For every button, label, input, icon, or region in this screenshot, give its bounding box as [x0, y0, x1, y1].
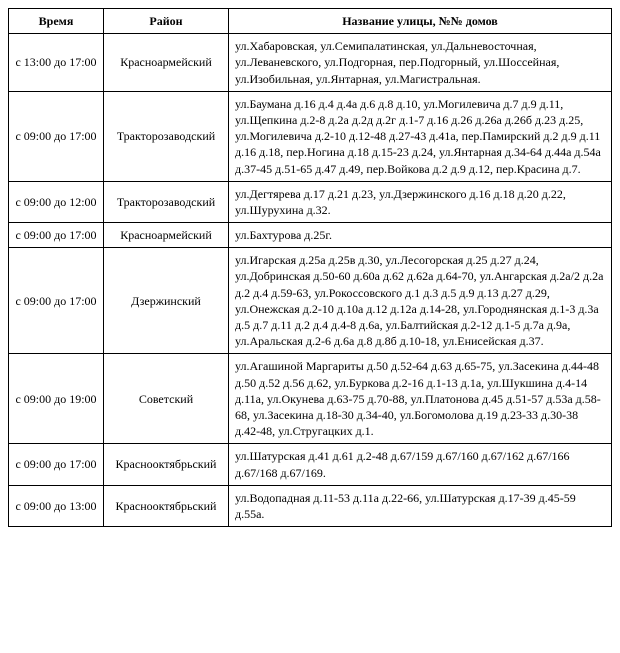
cell-time: с 13:00 до 17:00	[9, 34, 104, 92]
cell-district: Тракторозаводский	[104, 91, 229, 181]
cell-time: с 09:00 до 17:00	[9, 248, 104, 354]
header-district: Район	[104, 9, 229, 34]
schedule-table: Время Район Название улицы, №№ домов с 1…	[8, 8, 612, 527]
table-row: с 09:00 до 17:00 Дзержинский ул.Игарская…	[9, 248, 612, 354]
cell-streets: ул.Бахтурова д.25г.	[229, 223, 612, 248]
cell-streets: ул.Баумана д.16 д.4 д.4а д.6 д.8 д.10, у…	[229, 91, 612, 181]
cell-streets: ул.Агашиной Маргариты д.50 д.52-64 д.63 …	[229, 354, 612, 444]
table-row: с 09:00 до 12:00 Тракторозаводский ул.Де…	[9, 181, 612, 222]
table-row: с 09:00 до 17:00 Краснооктябрьский ул.Ша…	[9, 444, 612, 485]
table-row: с 13:00 до 17:00 Красноармейский ул.Хаба…	[9, 34, 612, 92]
table-body: с 13:00 до 17:00 Красноармейский ул.Хаба…	[9, 34, 612, 527]
table-row: с 09:00 до 13:00 Краснооктябрьский ул.Во…	[9, 485, 612, 526]
table-row: с 09:00 до 17:00 Тракторозаводский ул.Ба…	[9, 91, 612, 181]
header-time: Время	[9, 9, 104, 34]
cell-district: Дзержинский	[104, 248, 229, 354]
cell-district: Советский	[104, 354, 229, 444]
table-row: с 09:00 до 19:00 Советский ул.Агашиной М…	[9, 354, 612, 444]
cell-district: Красноармейский	[104, 34, 229, 92]
cell-district: Тракторозаводский	[104, 181, 229, 222]
cell-time: с 09:00 до 19:00	[9, 354, 104, 444]
cell-district: Краснооктябрьский	[104, 444, 229, 485]
cell-time: с 09:00 до 17:00	[9, 444, 104, 485]
cell-streets: ул.Хабаровская, ул.Семипалатинская, ул.Д…	[229, 34, 612, 92]
cell-time: с 09:00 до 17:00	[9, 223, 104, 248]
cell-streets: ул.Водопадная д.11-53 д.11а д.22-66, ул.…	[229, 485, 612, 526]
cell-district: Красноармейский	[104, 223, 229, 248]
table-header-row: Время Район Название улицы, №№ домов	[9, 9, 612, 34]
cell-district: Краснооктябрьский	[104, 485, 229, 526]
cell-time: с 09:00 до 13:00	[9, 485, 104, 526]
cell-time: с 09:00 до 17:00	[9, 91, 104, 181]
cell-streets: ул.Шатурская д.41 д.61 д.2-48 д.67/159 д…	[229, 444, 612, 485]
cell-streets: ул.Игарская д.25а д.25в д.30, ул.Лесогор…	[229, 248, 612, 354]
table-row: с 09:00 до 17:00 Красноармейский ул.Бахт…	[9, 223, 612, 248]
cell-time: с 09:00 до 12:00	[9, 181, 104, 222]
cell-streets: ул.Дегтярева д.17 д.21 д.23, ул.Дзержинс…	[229, 181, 612, 222]
header-streets: Название улицы, №№ домов	[229, 9, 612, 34]
